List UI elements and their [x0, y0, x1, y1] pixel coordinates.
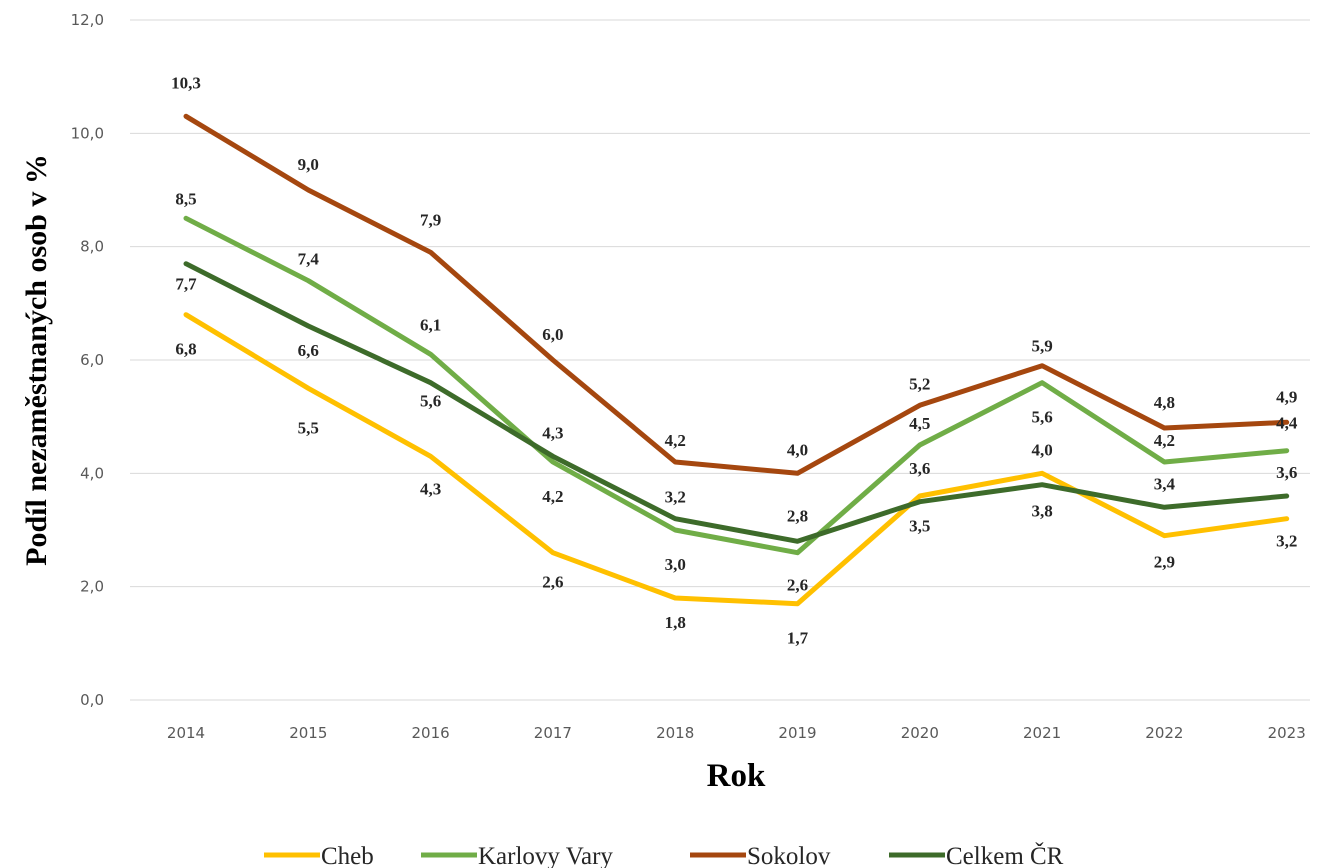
data-label: 9,0 — [298, 155, 319, 174]
data-label: 4,0 — [1031, 440, 1052, 459]
data-label: 5,5 — [298, 418, 319, 437]
data-label: 2,6 — [542, 573, 563, 592]
legend-item: Cheb — [321, 843, 374, 868]
legend-item: Sokolov — [747, 843, 831, 868]
data-label: 1,7 — [787, 629, 809, 648]
data-label: 5,6 — [420, 392, 441, 411]
data-label: 4,2 — [542, 487, 563, 506]
data-label: 4,5 — [909, 414, 930, 433]
data-label: 4,8 — [1154, 393, 1175, 412]
data-label: 3,5 — [909, 517, 930, 536]
data-label: 4,2 — [1154, 431, 1175, 450]
y-tick-label: 12,0 — [71, 11, 104, 29]
data-label: 2,6 — [787, 576, 808, 595]
x-tick-label: 2016 — [412, 724, 450, 742]
data-labels: 6,8 5,5 4,3 2,6 1,8 1,7 3,6 4,0 2,9 3,2 8,5 7,4 6,1 4… — [171, 73, 1298, 647]
y-tick-label: 10,0 — [71, 124, 104, 142]
x-axis-title: Rok — [707, 758, 766, 794]
data-label: 1,8 — [665, 613, 686, 632]
data-label: 4,0 — [787, 440, 808, 459]
series-line-1 — [183, 215, 1290, 556]
data-label: 8,5 — [175, 189, 196, 208]
data-label: 3,4 — [1154, 474, 1176, 493]
data-label: 3,6 — [909, 459, 930, 478]
data-label: 10,3 — [171, 73, 201, 92]
legend-item: Karlovy Vary — [478, 843, 613, 868]
data-label: 6,0 — [542, 325, 563, 344]
data-label: 4,9 — [1276, 387, 1297, 406]
data-label: 4,4 — [1276, 414, 1298, 433]
y-tick-label: 2,0 — [80, 578, 104, 596]
y-tick-label: 4,0 — [80, 464, 104, 482]
legend: Cheb Karlovy Vary Sokolov Celkem ČR — [264, 842, 1064, 868]
x-tick-label: 2023 — [1268, 724, 1306, 742]
legend-item: Celkem ČR — [946, 842, 1064, 868]
data-label: 3,2 — [665, 488, 686, 507]
series-line-3 — [183, 261, 1290, 544]
x-axis-ticks: 2014 2015 2016 2017 2018 2019 2020 2021 2022 2023 — [167, 724, 1306, 742]
x-tick-label: 2021 — [1023, 724, 1061, 742]
data-label: 3,2 — [1276, 532, 1297, 551]
data-label: 7,7 — [175, 275, 197, 294]
data-label: 5,6 — [1031, 408, 1052, 427]
data-label: 2,8 — [787, 506, 808, 525]
x-tick-label: 2020 — [901, 724, 939, 742]
gridlines — [130, 19, 1310, 701]
data-label: 6,8 — [175, 340, 196, 359]
data-label: 6,1 — [420, 315, 441, 334]
y-tick-label: 6,0 — [80, 351, 104, 369]
x-tick-label: 2018 — [656, 724, 694, 742]
x-tick-label: 2017 — [534, 724, 572, 742]
y-axis-ticks: 0,0 2,0 4,0 6,0 8,0 10,0 12,0 — [71, 11, 104, 709]
data-label: 6,6 — [298, 341, 319, 360]
series-lines — [183, 113, 1290, 607]
data-label: 3,0 — [665, 555, 686, 574]
series-line-2 — [183, 113, 1290, 476]
y-tick-label: 8,0 — [80, 238, 104, 256]
x-tick-label: 2015 — [289, 724, 327, 742]
data-label: 4,3 — [542, 423, 563, 442]
data-label: 7,4 — [298, 250, 320, 269]
y-tick-label: 0,0 — [80, 691, 104, 709]
data-label: 4,2 — [665, 431, 686, 450]
x-tick-label: 2022 — [1145, 724, 1183, 742]
data-label: 5,2 — [909, 374, 930, 393]
data-label: 5,9 — [1031, 337, 1052, 356]
data-label: 2,9 — [1154, 553, 1175, 572]
data-label: 4,3 — [420, 479, 441, 498]
data-label: 3,8 — [1031, 502, 1052, 521]
y-axis-title: Podíl nezaměstnaných osob v % — [20, 154, 53, 566]
series-line-0 — [183, 312, 1290, 607]
x-tick-label: 2019 — [778, 724, 816, 742]
data-label: 7,9 — [420, 210, 441, 229]
x-tick-label: 2014 — [167, 724, 205, 742]
data-label: 3,6 — [1276, 463, 1297, 482]
